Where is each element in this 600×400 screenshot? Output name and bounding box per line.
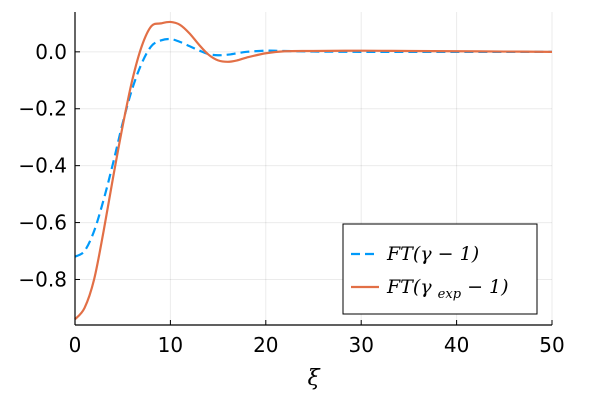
legend-label-end-series-2: − 1) (467, 276, 508, 298)
x-tick-label: 20 (253, 333, 278, 357)
y-tick-label: −0.6 (18, 211, 67, 235)
legend-entry-series-1: FT(γ − 1) (386, 243, 479, 265)
tick-labels: 0 10 20 30 40 50 −0.8 −0.6 −0.4 −0.2 0.0 (18, 40, 564, 357)
x-tick-label: 50 (539, 333, 564, 357)
axes (74, 12, 552, 326)
legend: FT(γ − 1) FT(γ exp − 1) (342, 223, 538, 315)
y-tick-label: −0.8 (18, 267, 67, 291)
series-layer (74, 20, 553, 321)
x-tick-label: 0 (69, 333, 82, 357)
grid-lines (74, 12, 553, 325)
legend-entry-series-2: FT(γ exp − 1) (386, 276, 509, 303)
x-axis-label: ξ (307, 366, 321, 391)
x-tick-label: 30 (348, 333, 373, 357)
x-tick-label: 40 (444, 333, 469, 357)
y-tick-label: 0.0 (35, 40, 67, 64)
legend-box (342, 223, 538, 315)
x-tick-label: 10 (158, 333, 183, 357)
legend-subscript-series-2: exp (438, 287, 462, 302)
y-tick-label: −0.2 (18, 97, 67, 121)
series-line-2 (74, 20, 553, 321)
y-tick-label: −0.4 (18, 154, 67, 178)
legend-label-series-2: FT(γ (386, 276, 432, 298)
legend-label-series-1: FT(γ − 1) (386, 243, 479, 265)
